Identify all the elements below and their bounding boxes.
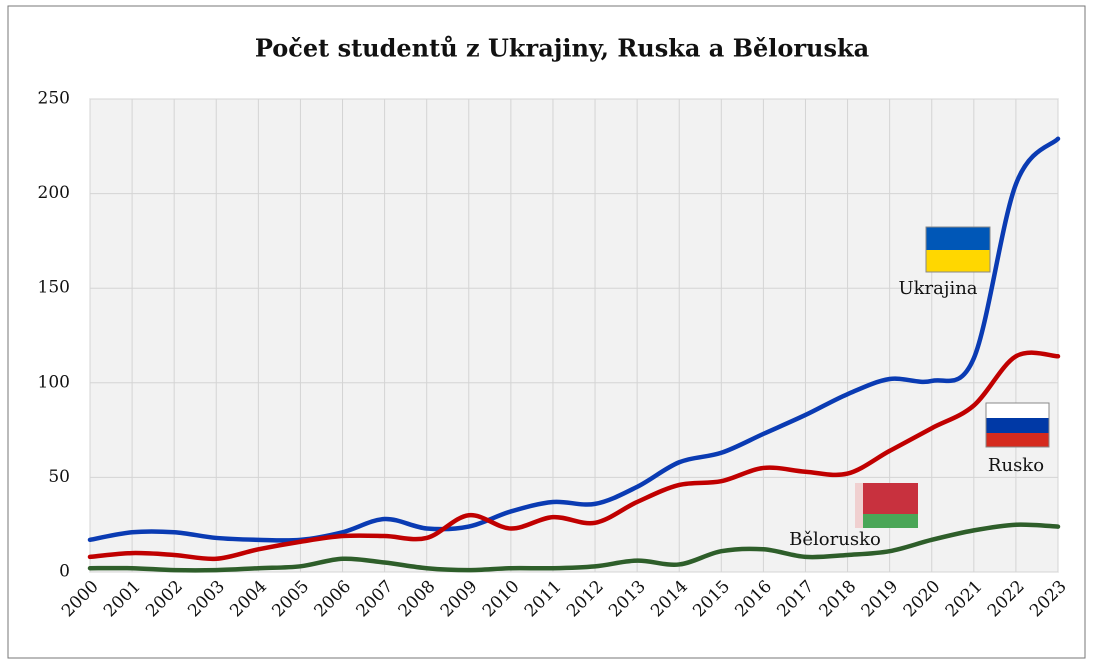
series-label: Rusko: [988, 455, 1044, 476]
flag-ukraine: [925, 226, 991, 273]
flag-russia: [985, 402, 1050, 448]
y-tick-label: 200: [38, 183, 70, 203]
y-tick-label: 150: [38, 278, 70, 298]
y-tick-label: 50: [48, 467, 70, 487]
flag-belarus: [855, 483, 918, 528]
series-label: Ukrajina: [898, 278, 977, 299]
series-line: [87, 136, 1061, 543]
chart-title: Počet studentů z Ukrajiny, Ruska a Bělor…: [255, 34, 869, 63]
y-tick-label: 100: [38, 372, 70, 392]
y-tick-label: 0: [59, 562, 70, 582]
series-line: [87, 522, 1061, 573]
series-line: [87, 350, 1061, 562]
y-tick-label: 250: [38, 89, 70, 109]
series-label: Bělorusko: [789, 529, 881, 550]
